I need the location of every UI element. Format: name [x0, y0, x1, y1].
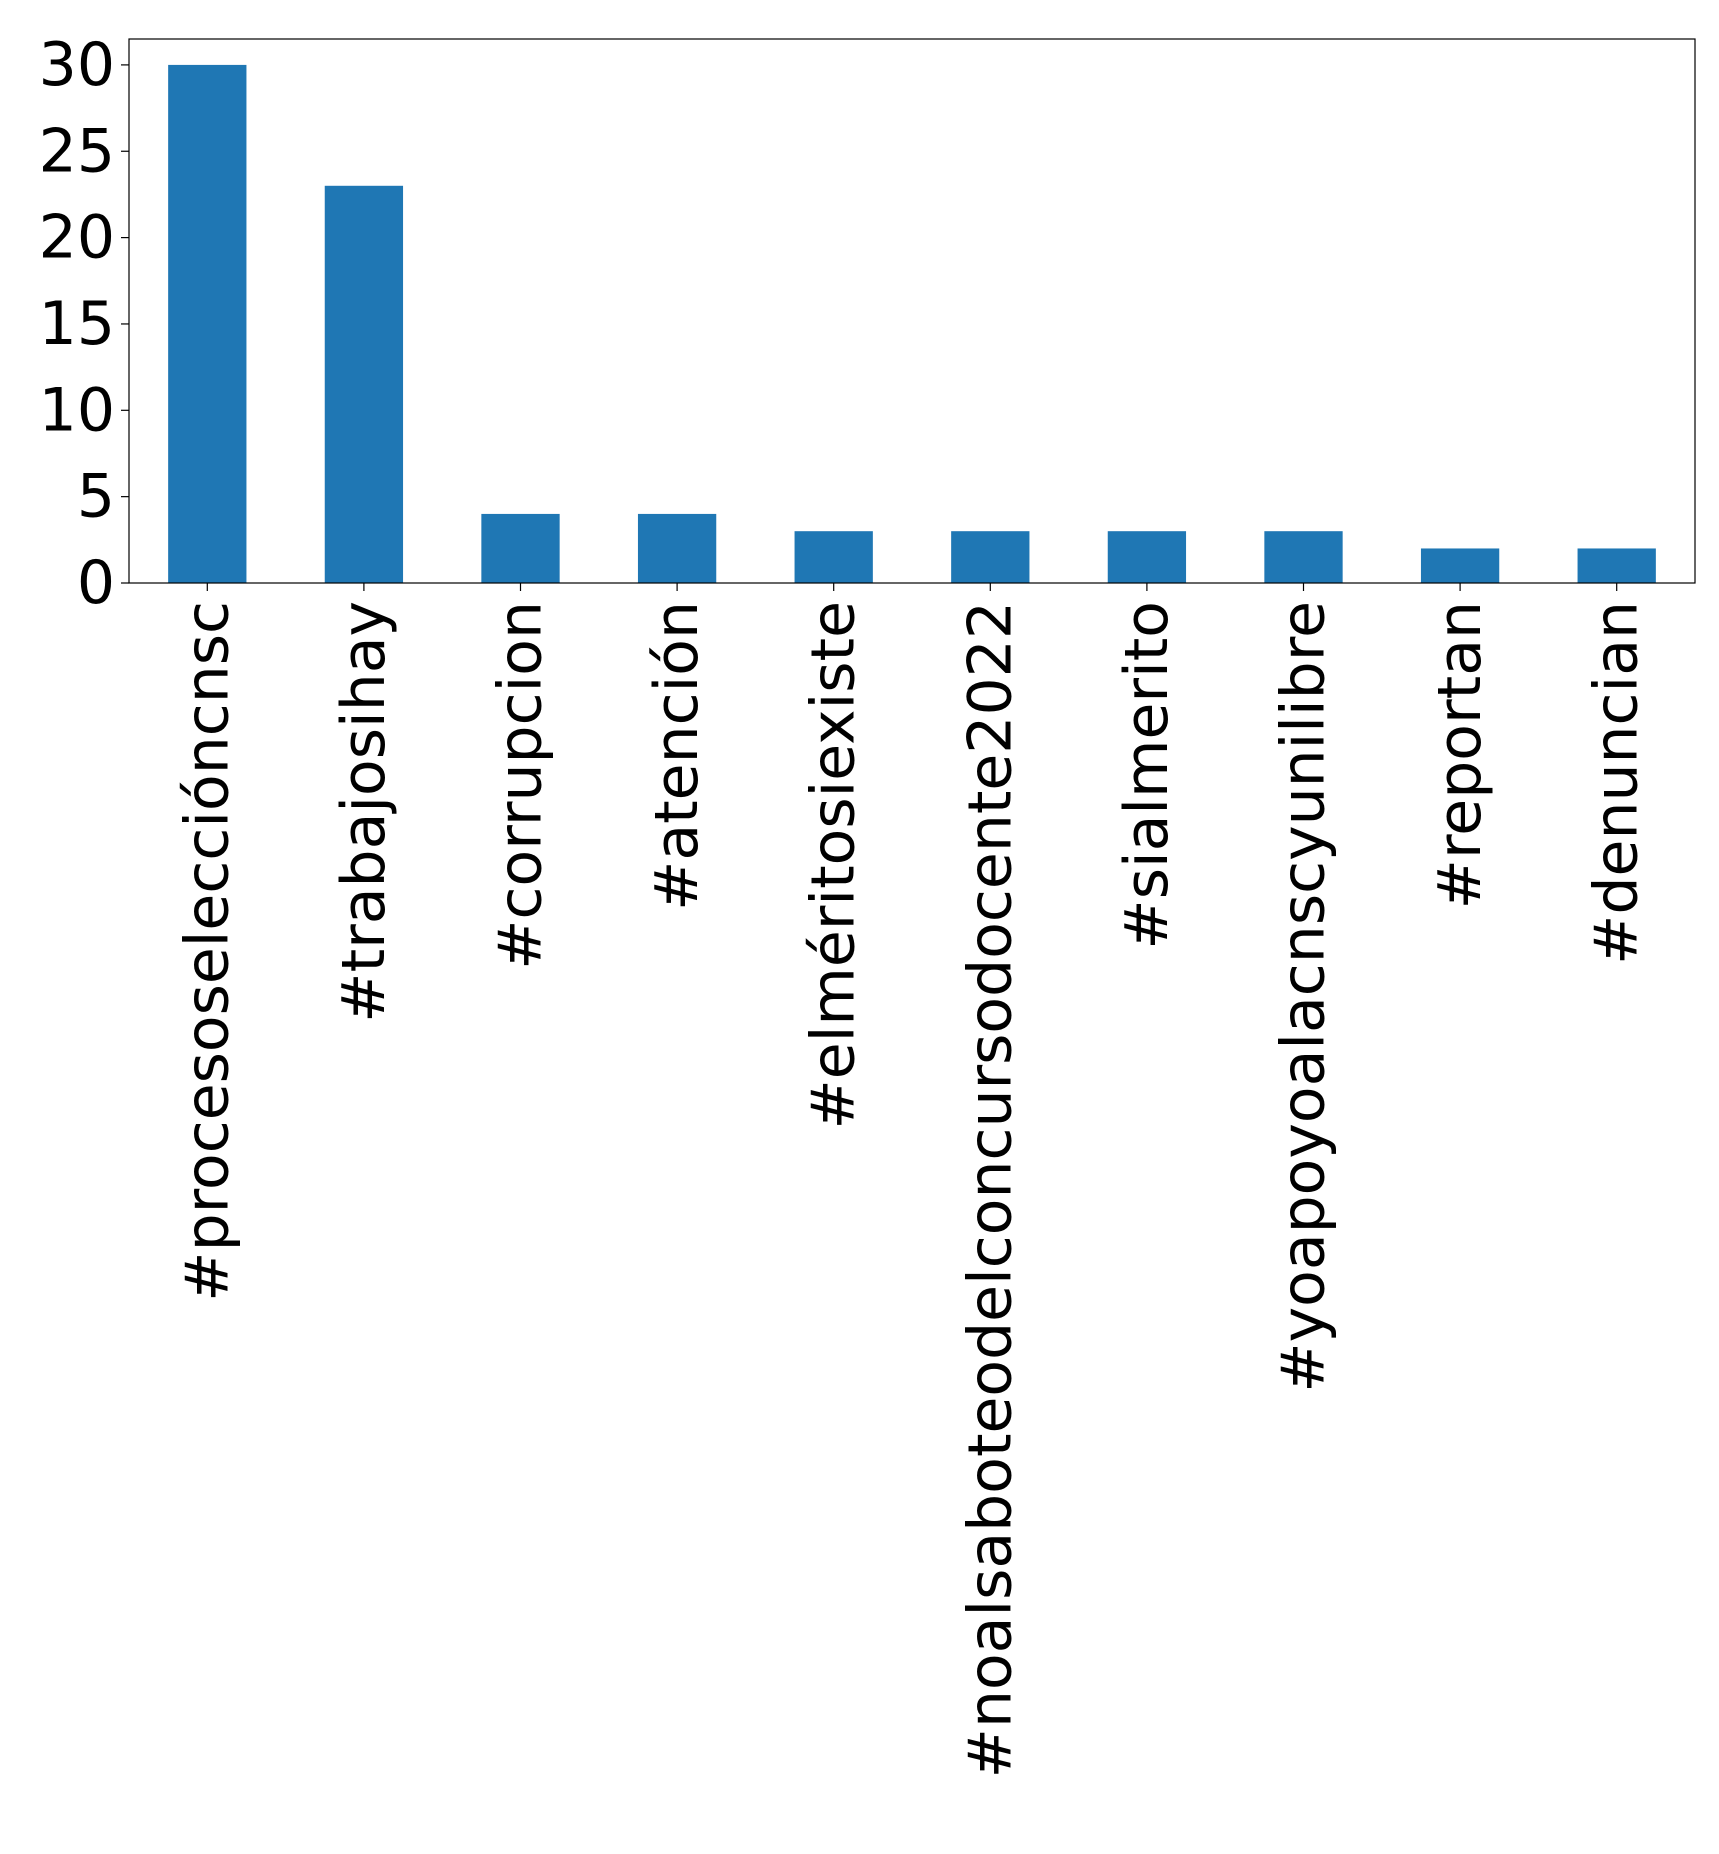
y-tick-label: 5	[77, 462, 115, 532]
x-tick-label: #noalsaboteodelconcursodocente2022	[955, 601, 1025, 1778]
x-tick-label: #sialmerito	[1112, 601, 1182, 950]
bar	[1420, 548, 1500, 583]
bar	[1577, 548, 1656, 583]
bar	[481, 513, 560, 583]
x-tick-label: #elméritosiexiste	[799, 601, 869, 1129]
y-tick-label: 25	[39, 116, 115, 186]
x-tick-label: #denuncian	[1582, 601, 1652, 965]
y-tick-label: 20	[39, 203, 115, 273]
x-tick-label: #procesoselecciόncnsc	[172, 601, 242, 1302]
bar	[794, 531, 873, 583]
bar	[1107, 531, 1187, 583]
y-tick-label: 10	[39, 375, 115, 445]
y-tick-label: 0	[77, 548, 115, 618]
x-tick-label: #atención	[642, 601, 712, 911]
x-tick-label: #reportan	[1425, 601, 1495, 909]
bar	[951, 531, 1030, 583]
bar	[1264, 531, 1343, 583]
x-tick-label: #trabajosihay	[329, 601, 399, 1023]
y-tick-label: 15	[39, 289, 115, 359]
bar	[324, 185, 404, 584]
bar	[168, 64, 247, 583]
x-tick-label: #yoapoyoalacnscyunilibre	[1269, 601, 1339, 1393]
plot-frame	[128, 38, 1696, 584]
bar	[637, 513, 717, 583]
x-tick-label: #corrupcion	[486, 601, 556, 970]
y-tick-label: 30	[39, 30, 115, 100]
